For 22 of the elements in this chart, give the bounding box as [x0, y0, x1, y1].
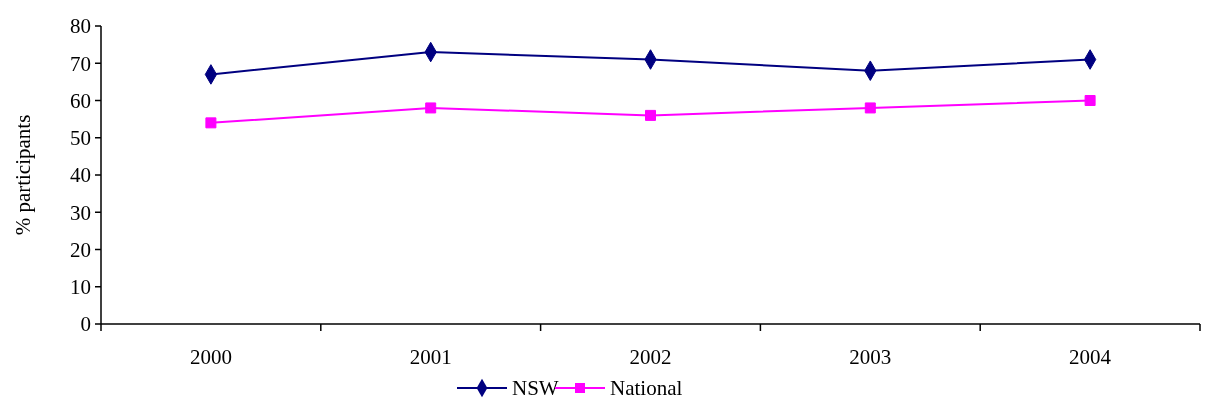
x-tick-label: 2000 [189, 345, 232, 369]
point [864, 102, 876, 114]
point [1084, 95, 1096, 106]
x-tick-label: 2002 [629, 345, 672, 369]
legend-label: NSW [512, 376, 559, 400]
y-tick-label: 0 [80, 312, 91, 337]
y-tick-label: 10 [70, 275, 91, 300]
y-tick-label: 50 [70, 126, 91, 151]
y-tick-label: 30 [70, 200, 91, 225]
y-tick-label: 20 [70, 237, 91, 262]
point [425, 102, 437, 114]
y-tick-label: 60 [70, 88, 91, 113]
x-tick-label: 2001 [409, 345, 452, 369]
y-tick-label: 70 [70, 51, 91, 76]
y-tick-label: 40 [70, 163, 91, 188]
point [645, 109, 656, 121]
x-tick-label: 2003 [849, 345, 892, 369]
legend-label: National [610, 376, 683, 400]
y-axis-title: % participants [11, 114, 35, 236]
point [205, 117, 217, 129]
x-tick-label: 2004 [1069, 345, 1112, 369]
y-tick-label: 80 [70, 14, 91, 39]
